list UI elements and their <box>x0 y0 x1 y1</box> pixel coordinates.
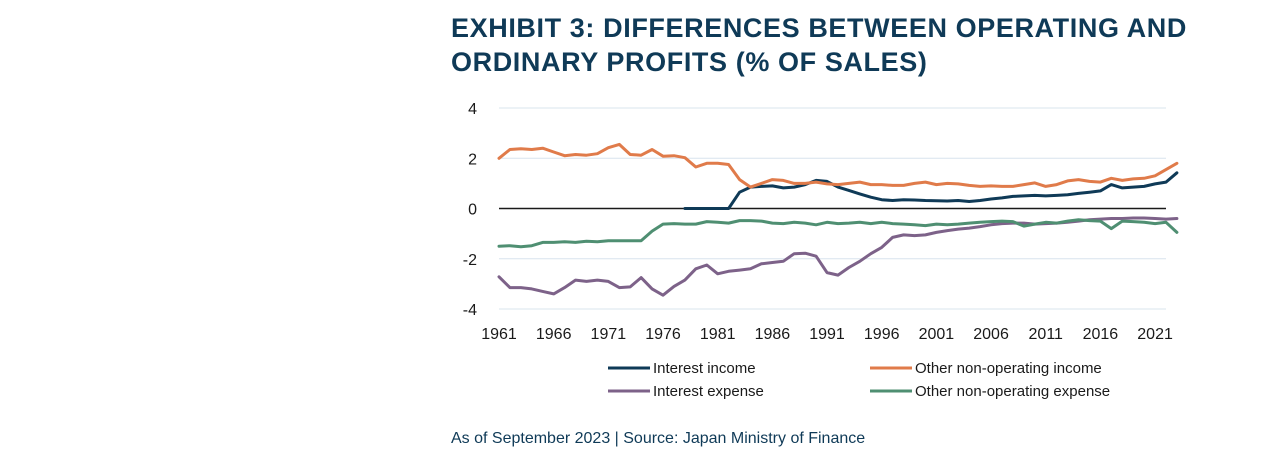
chart-title-line-1: EXHIBIT 3: DIFFERENCES BETWEEN OPERATING… <box>451 13 1187 43</box>
x-tick-label: 1986 <box>755 326 791 343</box>
legend-label: Other non-operating expense <box>915 383 1110 400</box>
y-tick-label: -2 <box>463 252 477 269</box>
legend: Interest income Other non-operating incom… <box>608 360 1110 400</box>
legend-label: Interest income <box>653 360 756 377</box>
series-line-other-non-operating-expense <box>497 218 1179 249</box>
x-tick-label: 2001 <box>919 326 955 343</box>
x-tick-label: 1991 <box>809 326 845 343</box>
y-axis-ticks: 4 2 0 -2 -4 <box>463 101 477 319</box>
series-lines <box>497 142 1179 297</box>
legend-item: Other non-operating income <box>870 360 1102 377</box>
y-tick-label: -4 <box>463 302 477 319</box>
x-tick-label: 1981 <box>700 326 736 343</box>
x-axis-ticks: 1961 1966 1971 1976 1981 1986 1991 1996 2001 2006… <box>481 326 1173 343</box>
x-tick-label: 2011 <box>1029 326 1064 343</box>
x-tick-label: 2021 <box>1137 326 1173 343</box>
y-tick-label: 4 <box>468 101 477 118</box>
legend-item: Interest income <box>608 360 756 377</box>
legend-item: Other non-operating expense <box>870 383 1110 400</box>
source-note: As of September 2023 | Source: Japan Min… <box>451 430 866 447</box>
chart-title: EXHIBIT 3: DIFFERENCES BETWEEN OPERATING… <box>451 11 1251 79</box>
legend-label: Other non-operating income <box>915 360 1102 377</box>
legend-item: Interest expense <box>608 383 764 400</box>
x-tick-label: 2016 <box>1083 326 1119 343</box>
legend-label: Interest expense <box>653 383 764 400</box>
gridlines <box>499 107 1166 310</box>
series-line-interest-income <box>683 171 1179 210</box>
x-tick-label: 1961 <box>481 326 517 343</box>
chart-title-line-2: ORDINARY PROFITS (% OF SALES) <box>451 47 928 77</box>
x-tick-label: 1966 <box>536 326 572 343</box>
y-tick-label: 2 <box>468 151 477 168</box>
x-tick-label: 1971 <box>591 326 627 343</box>
series-line-other-non-operating-income <box>497 142 1179 189</box>
series-line-interest-expense <box>497 216 1179 297</box>
x-tick-label: 1976 <box>645 326 681 343</box>
y-tick-label: 0 <box>468 202 477 219</box>
x-tick-label: 2006 <box>973 326 1009 343</box>
line-chart: 4 2 0 -2 -4 1961 1966 1971 1976 1981 1986 1991 1996… <box>463 101 1179 400</box>
x-tick-label: 1996 <box>864 326 900 343</box>
